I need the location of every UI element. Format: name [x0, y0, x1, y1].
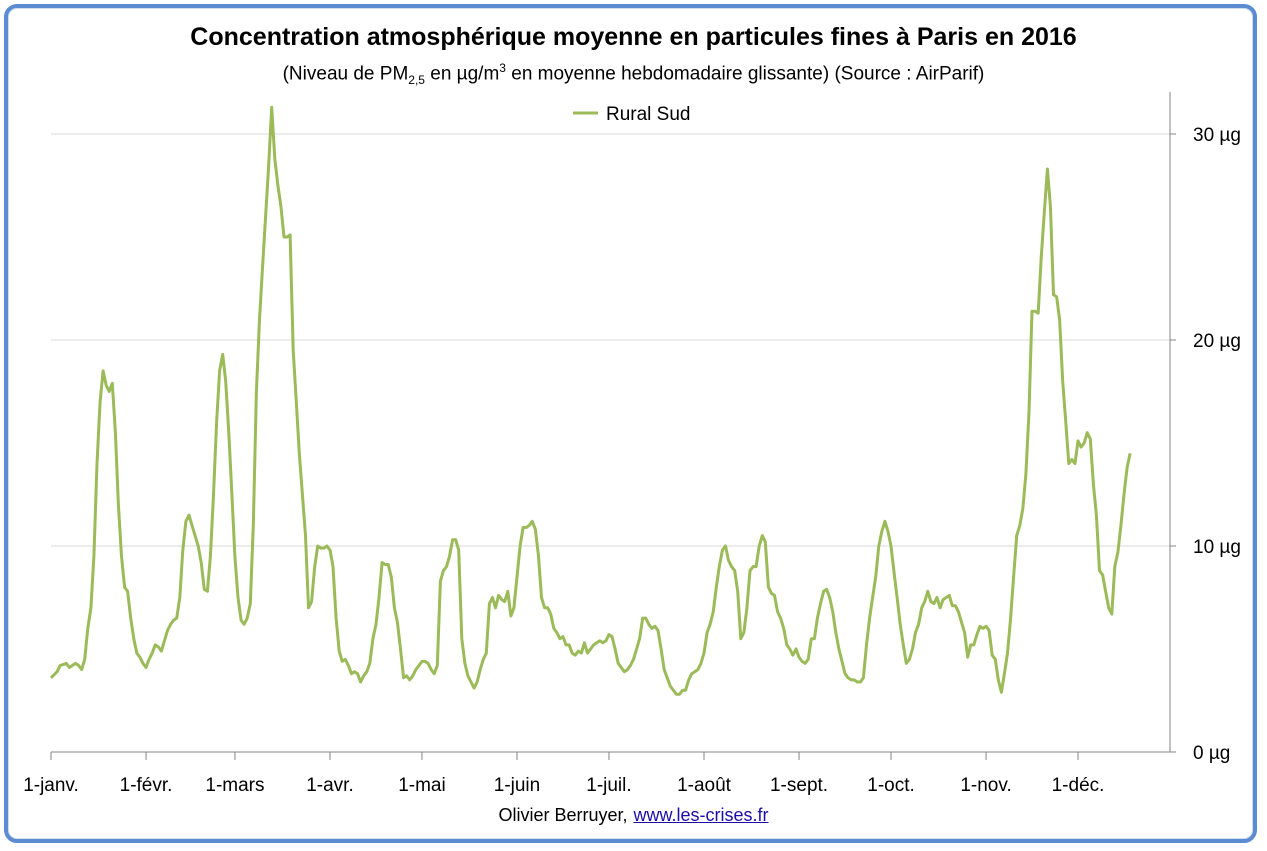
credit-author: Olivier Berruyer, — [498, 805, 628, 825]
series-line-rural-sud — [49, 105, 1132, 696]
x-tick-label: 1-mars — [205, 775, 264, 796]
subtitle-subscript: 2,5 — [408, 73, 425, 88]
x-tick-label: 1-sept. — [770, 775, 828, 796]
chart-subtitle: (Niveau de PM2,5 en µg/m3 en moyenne heb… — [0, 61, 1267, 87]
subtitle-text-1: (Niveau de PM — [282, 63, 409, 85]
y-tick-label: 10 µg — [1193, 537, 1241, 558]
x-tick-label: 1-juin — [494, 775, 540, 796]
legend-label: Rural Sud — [606, 104, 691, 125]
chart-title: Concentration atmosphérique moyenne en p… — [190, 23, 1077, 51]
chart-credit: Olivier Berruyer, www.les-crises.fr — [0, 805, 1267, 826]
y-tick-label: 30 µg — [1193, 125, 1241, 146]
x-tick-label: 1-janv. — [23, 775, 79, 796]
chart-border — [4, 4, 1257, 843]
subtitle-text-2: en µg/m — [424, 63, 500, 85]
subtitle-text-3: en moyenne hebdomadaire glissante) (Sour… — [505, 63, 985, 85]
y-tick-label: 0 µg — [1193, 743, 1230, 764]
x-tick-label: 1-avr. — [306, 775, 354, 796]
y-tick-label: 20 µg — [1193, 331, 1241, 352]
x-tick-label: 1-mai — [398, 775, 446, 796]
credit-link[interactable]: www.les-crises.fr — [633, 805, 769, 825]
subtitle-superscript: 3 — [499, 61, 506, 75]
x-tick-label: 1-nov. — [960, 775, 1011, 796]
x-tick-label: 1-févr. — [120, 775, 173, 796]
x-tick-label: 1-oct. — [867, 775, 915, 796]
x-tick-label: 1-déc. — [1052, 775, 1105, 796]
x-tick-label: 1-août — [677, 775, 732, 796]
x-tick-label: 1-juil. — [586, 775, 631, 796]
